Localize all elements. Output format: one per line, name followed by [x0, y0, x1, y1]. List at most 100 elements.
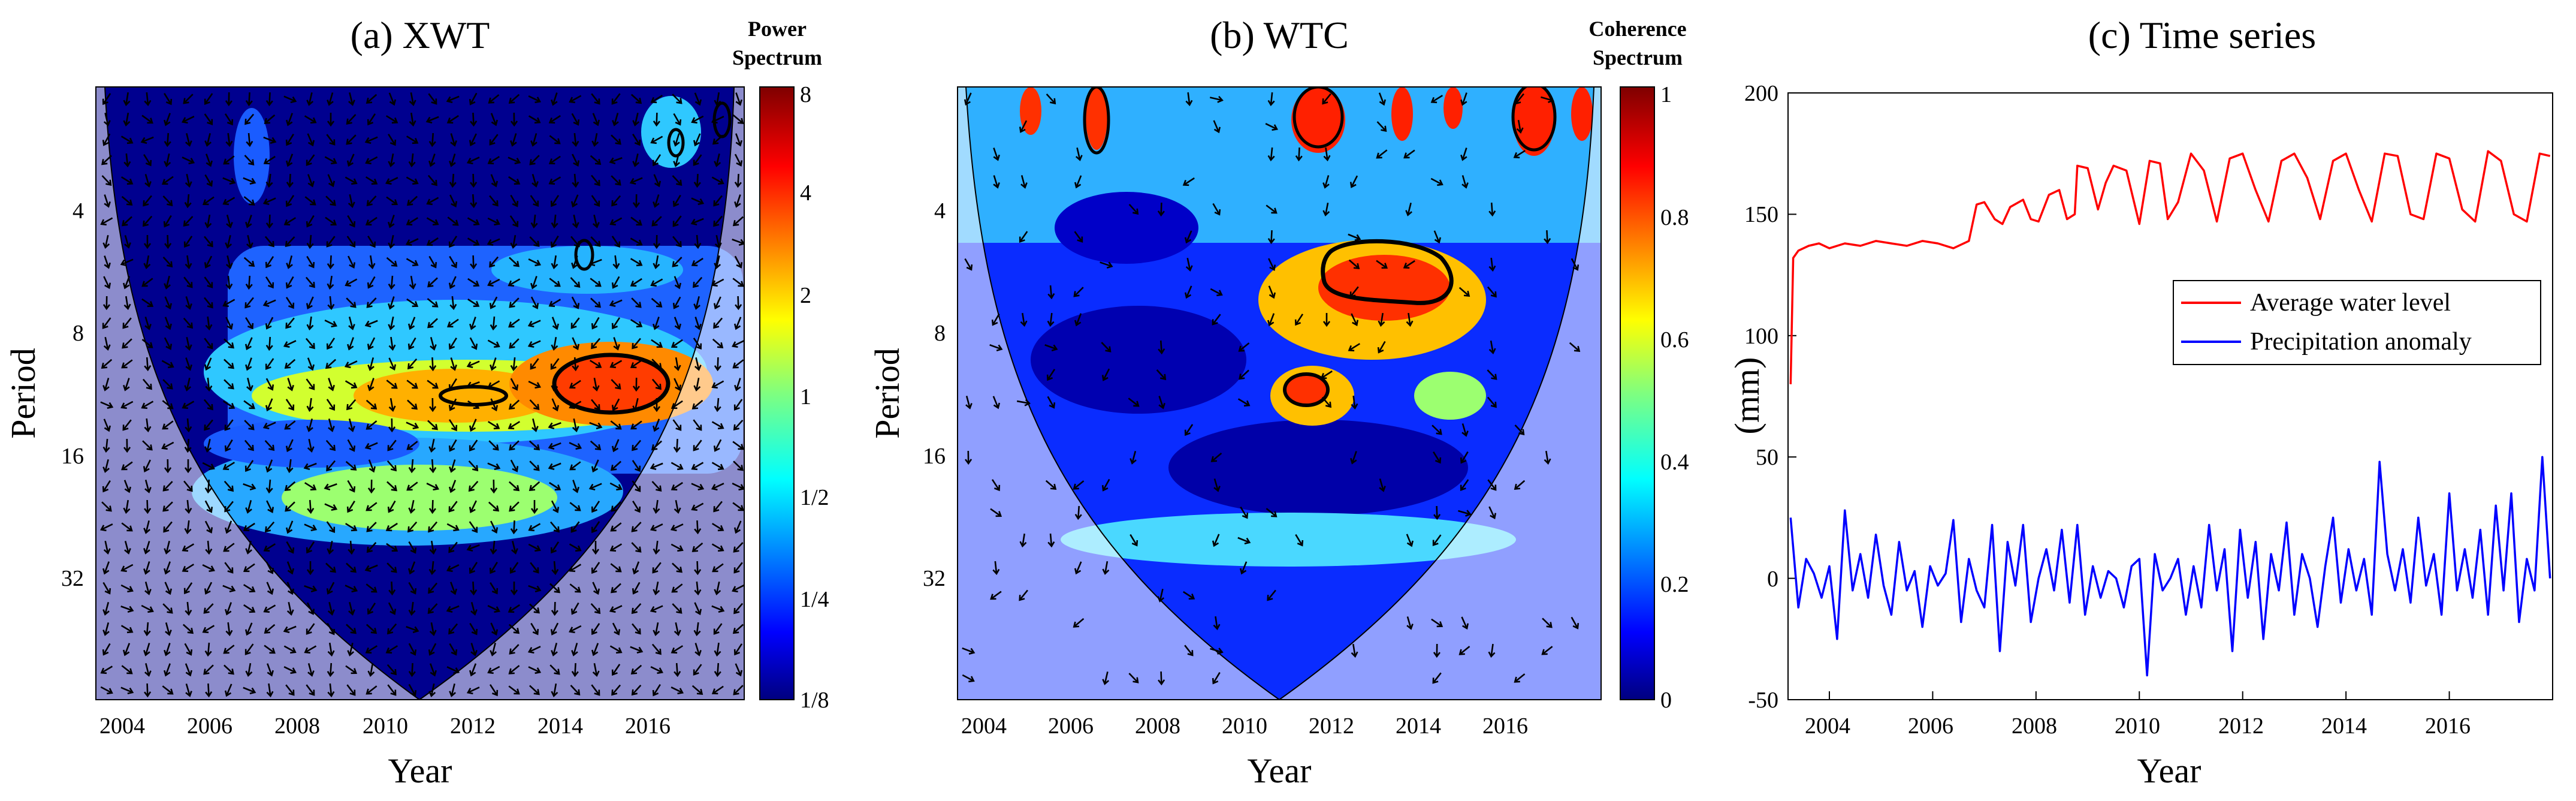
phase-arrow	[508, 604, 520, 613]
phase-arrow	[609, 482, 623, 491]
phase-arrow	[469, 317, 476, 330]
phase-arrow	[1209, 95, 1224, 103]
panel-a-ylabel: Period	[4, 348, 43, 438]
phase-arrow	[264, 114, 276, 124]
phase-arrow	[386, 460, 397, 472]
phase-arrow	[284, 359, 296, 369]
phase-arrow	[346, 297, 357, 308]
phase-arrow	[388, 234, 395, 249]
phase-arrow	[630, 319, 643, 328]
phase-arrow	[364, 442, 378, 450]
phase-arrow	[264, 624, 276, 634]
phase-arrow	[1101, 368, 1110, 381]
phase-arrow	[162, 379, 173, 390]
phase-arrow	[711, 462, 724, 471]
phase-arrow	[1267, 230, 1275, 245]
phase-arrow	[650, 666, 663, 674]
phase-arrow	[1432, 672, 1442, 684]
phase-arrow	[490, 357, 497, 371]
wtc-blob	[1285, 375, 1327, 405]
phase-arrow	[244, 622, 253, 636]
phase-arrow	[672, 194, 681, 207]
phase-arrow	[1213, 120, 1221, 134]
phase-arrow	[124, 235, 131, 249]
phase-arrow	[548, 115, 561, 124]
phase-arrow	[530, 500, 539, 514]
phase-arrow	[550, 195, 560, 207]
phase-arrow	[223, 645, 235, 654]
phase-arrow	[285, 317, 295, 329]
phase-arrow	[713, 439, 722, 452]
phase-arrow	[964, 258, 973, 271]
phase-arrow	[202, 196, 215, 206]
phase-arrow	[264, 645, 276, 654]
y-tick-label: 4	[73, 198, 84, 224]
phase-arrow	[1516, 119, 1524, 134]
phase-arrow	[1074, 505, 1082, 520]
phase-arrow	[672, 562, 682, 573]
phase-arrow	[631, 542, 642, 553]
colorbar-tick-label: 8	[800, 82, 811, 107]
phase-arrow	[1267, 589, 1276, 601]
phase-arrow	[631, 603, 642, 615]
phase-arrow	[1016, 399, 1031, 406]
phase-arrow	[469, 663, 477, 677]
phase-arrow	[510, 520, 518, 535]
phase-arrow	[426, 217, 439, 226]
phase-arrow	[674, 378, 682, 392]
phase-arrow	[527, 320, 541, 328]
phase-arrow	[693, 419, 702, 431]
phase-arrow	[348, 255, 356, 269]
phase-arrow	[264, 236, 274, 248]
phase-arrow	[366, 522, 377, 532]
phase-arrow	[406, 217, 419, 226]
phase-arrow	[123, 499, 131, 514]
xwt-blob	[204, 420, 419, 468]
phase-arrow	[102, 459, 110, 473]
phase-arrow	[490, 540, 497, 555]
phase-arrow	[263, 136, 277, 144]
phase-arrow	[588, 483, 602, 491]
phase-arrow	[346, 500, 355, 513]
phase-arrow	[388, 275, 395, 290]
phase-arrow	[122, 317, 132, 329]
phase-arrow	[1378, 92, 1387, 106]
phase-arrow	[143, 195, 152, 207]
phase-arrow	[204, 582, 213, 595]
phase-arrow	[1488, 202, 1496, 217]
phase-arrow	[164, 296, 173, 310]
phase-arrow	[245, 357, 252, 371]
phase-arrow	[711, 523, 724, 532]
phase-arrow	[1158, 340, 1165, 355]
phase-arrow	[508, 399, 520, 410]
phase-arrow	[265, 336, 273, 351]
x-tick-label: 2008	[274, 713, 320, 739]
phase-arrow	[406, 626, 419, 633]
phase-arrow	[549, 583, 560, 594]
phase-arrow	[671, 686, 684, 695]
phase-arrow	[183, 317, 194, 329]
significance-contour	[1292, 87, 1344, 149]
phase-arrow	[204, 357, 212, 371]
phase-arrow	[285, 684, 295, 696]
phase-arrow	[1487, 396, 1497, 408]
phase-arrow	[427, 298, 439, 308]
panel-a-title: (a) XWT	[351, 14, 490, 56]
phase-arrow	[711, 176, 724, 185]
phase-arrow	[1047, 396, 1056, 409]
phase-arrow	[366, 583, 378, 593]
phase-arrow	[650, 278, 663, 287]
phase-arrow	[429, 540, 437, 555]
phase-arrow	[243, 604, 256, 613]
phase-arrow	[307, 438, 315, 453]
phase-arrow	[510, 459, 519, 472]
legend-label-precipitation: Precipitation anomaly	[2250, 328, 2472, 356]
phase-arrow	[120, 176, 134, 185]
phase-arrow	[549, 135, 561, 144]
phase-arrow	[489, 195, 499, 207]
phase-arrow	[449, 296, 457, 311]
phase-arrow	[674, 317, 682, 330]
phase-arrow	[673, 133, 680, 147]
phase-arrow	[551, 643, 558, 657]
phase-arrow	[327, 255, 334, 270]
